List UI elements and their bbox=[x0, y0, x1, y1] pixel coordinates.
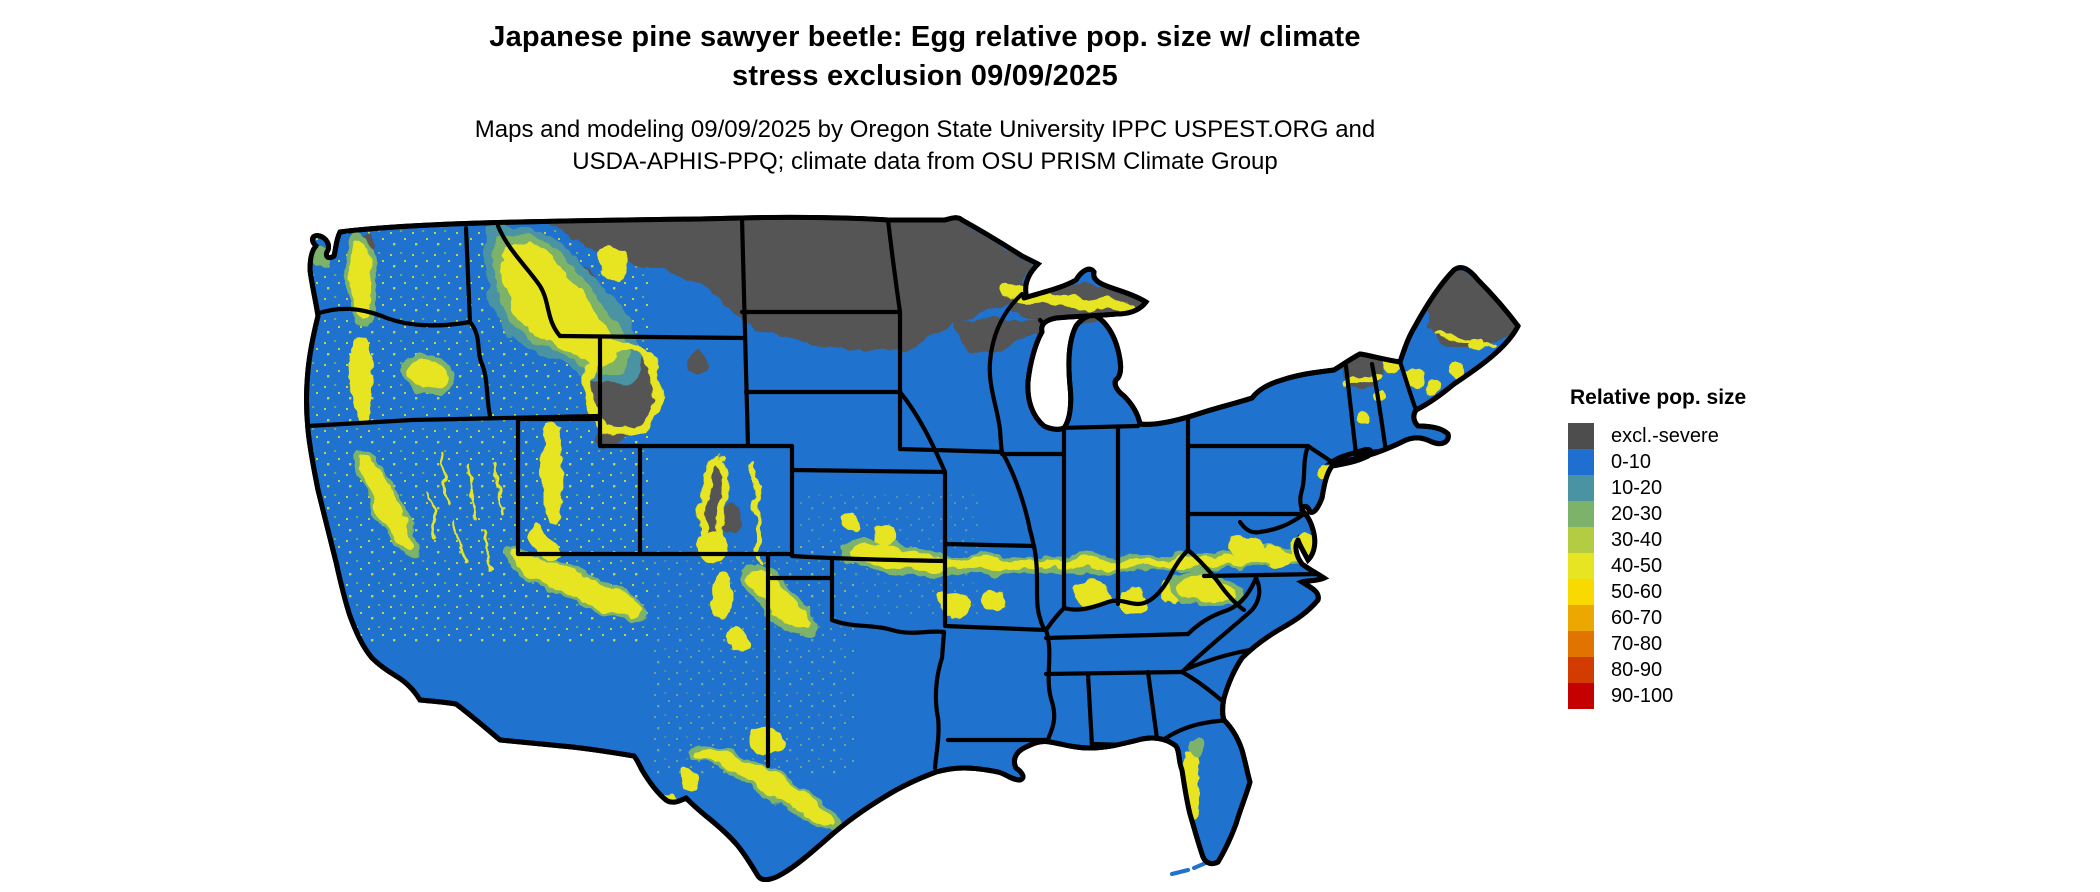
legend-swatch bbox=[1568, 501, 1594, 527]
legend-item: 10-20 bbox=[1568, 475, 1828, 501]
page-subtitle: Maps and modeling 09/09/2025 by Oregon S… bbox=[125, 114, 1725, 178]
legend-label: excl.-severe bbox=[1611, 424, 1719, 447]
legend-swatch bbox=[1568, 553, 1594, 579]
legend-label: 20-30 bbox=[1611, 502, 1663, 525]
legend-item: excl.-severe bbox=[1568, 423, 1828, 449]
legend-swatch bbox=[1568, 449, 1594, 475]
legend-swatch bbox=[1568, 631, 1594, 657]
legend-swatch bbox=[1568, 657, 1594, 683]
legend-swatch bbox=[1568, 683, 1594, 709]
legend-item: 50-60 bbox=[1568, 579, 1828, 605]
legend-label: 40-50 bbox=[1611, 554, 1663, 577]
legend-label: 0-10 bbox=[1611, 450, 1652, 473]
legend-swatch bbox=[1568, 605, 1594, 631]
legend-swatch bbox=[1568, 527, 1594, 553]
legend-label: 30-40 bbox=[1611, 528, 1663, 551]
legend-item: 30-40 bbox=[1568, 527, 1828, 553]
subtitle-line-1: Maps and modeling 09/09/2025 by Oregon S… bbox=[474, 116, 1376, 143]
state-borders bbox=[306, 217, 1421, 779]
legend-item: 60-70 bbox=[1568, 605, 1828, 631]
legend-label: 50-60 bbox=[1611, 580, 1663, 603]
title-line-2: stress exclusion 09/09/2025 bbox=[732, 60, 1118, 92]
legend-item: 80-90 bbox=[1568, 657, 1828, 683]
legend: Relative pop. size excl.-severe 0-10 10-20… bbox=[1568, 386, 1828, 709]
legend-item: 20-30 bbox=[1568, 501, 1828, 527]
legend-swatch bbox=[1568, 579, 1594, 605]
legend-items: excl.-severe 0-10 10-20 20-30 30-40 40-50 50-6… bbox=[1568, 423, 1828, 709]
legend-item: 90-100 bbox=[1568, 683, 1828, 709]
page-title: Japanese pine sawyer beetle: Egg relativ… bbox=[125, 18, 1725, 96]
legend-item: 70-80 bbox=[1568, 631, 1828, 657]
legend-item: 40-50 bbox=[1568, 553, 1828, 579]
legend-label: 10-20 bbox=[1611, 476, 1663, 499]
title-line-1: Japanese pine sawyer beetle: Egg relativ… bbox=[489, 21, 1361, 53]
florida-keys bbox=[1170, 860, 1210, 876]
legend-item: 0-10 bbox=[1568, 449, 1828, 475]
legend-label: 90-100 bbox=[1611, 684, 1674, 707]
subtitle-line-2: USDA-APHIS-PPQ; climate data from OSU PR… bbox=[572, 148, 1278, 175]
legend-label: 80-90 bbox=[1611, 658, 1663, 681]
us-map bbox=[300, 214, 1535, 882]
legend-label: 60-70 bbox=[1611, 606, 1663, 629]
legend-swatch bbox=[1568, 475, 1594, 501]
legend-title: Relative pop. size bbox=[1570, 386, 1747, 409]
legend-label: 70-80 bbox=[1611, 632, 1663, 655]
legend-swatch bbox=[1568, 423, 1594, 449]
